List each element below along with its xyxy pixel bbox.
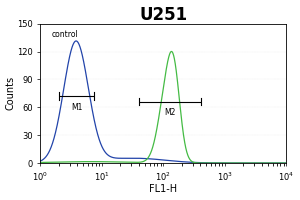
X-axis label: FL1-H: FL1-H [149,184,177,194]
Text: M1: M1 [71,103,82,112]
Y-axis label: Counts: Counts [6,76,16,110]
Text: M2: M2 [164,108,176,117]
Text: control: control [51,30,78,39]
Title: U251: U251 [139,6,188,24]
